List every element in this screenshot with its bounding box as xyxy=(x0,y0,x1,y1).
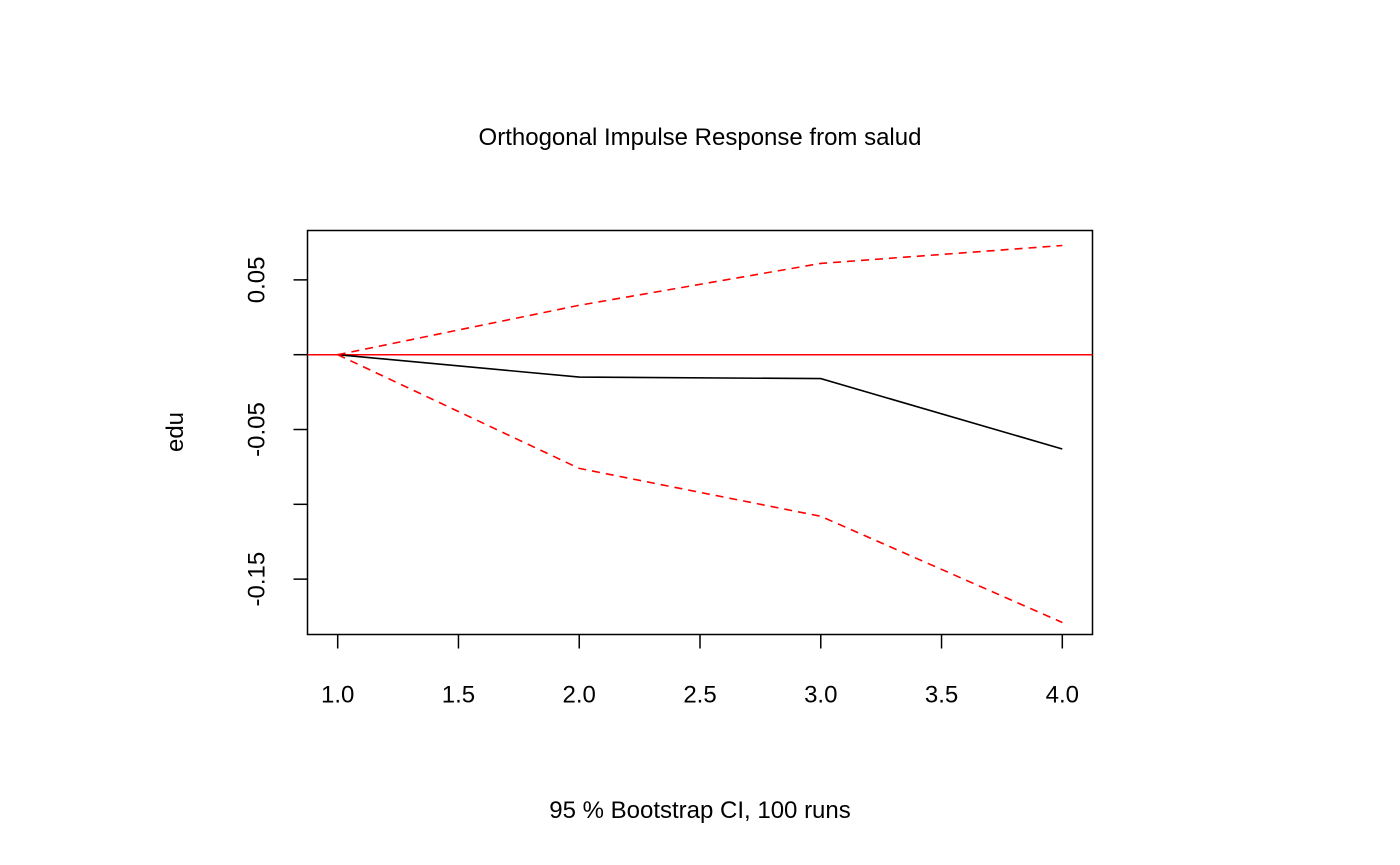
y-tick-label: -0.05 xyxy=(244,402,271,457)
x-tick-label: 1.0 xyxy=(321,682,354,709)
series-line-lower xyxy=(337,353,1063,624)
series-layer xyxy=(307,244,1093,624)
y-axis: -0.15 -0.05 0.05 xyxy=(244,257,308,607)
x-tick-label: 4.0 xyxy=(1046,682,1079,709)
x-tick-label: 2.0 xyxy=(563,682,596,709)
series-line-response xyxy=(337,353,1063,450)
chart-title: Orthogonal Impulse Response from salud xyxy=(479,124,922,151)
x-tick-label: 3.5 xyxy=(925,682,958,709)
y-tick-label: -0.15 xyxy=(244,552,271,607)
y-axis-label: edu xyxy=(162,412,189,452)
series-line-upper xyxy=(337,244,1063,356)
x-tick-label: 2.5 xyxy=(683,682,716,709)
x-tick-label: 3.0 xyxy=(804,682,837,709)
x-tick-label: 1.5 xyxy=(442,682,475,709)
x-axis: 1.0 1.5 2.0 2.5 3.0 3.5 4.0 xyxy=(321,634,1079,709)
y-tick-label: 0.05 xyxy=(244,257,271,304)
x-axis-label: 95 % Bootstrap CI, 100 runs xyxy=(549,797,851,824)
plot-frame xyxy=(306,229,1094,636)
